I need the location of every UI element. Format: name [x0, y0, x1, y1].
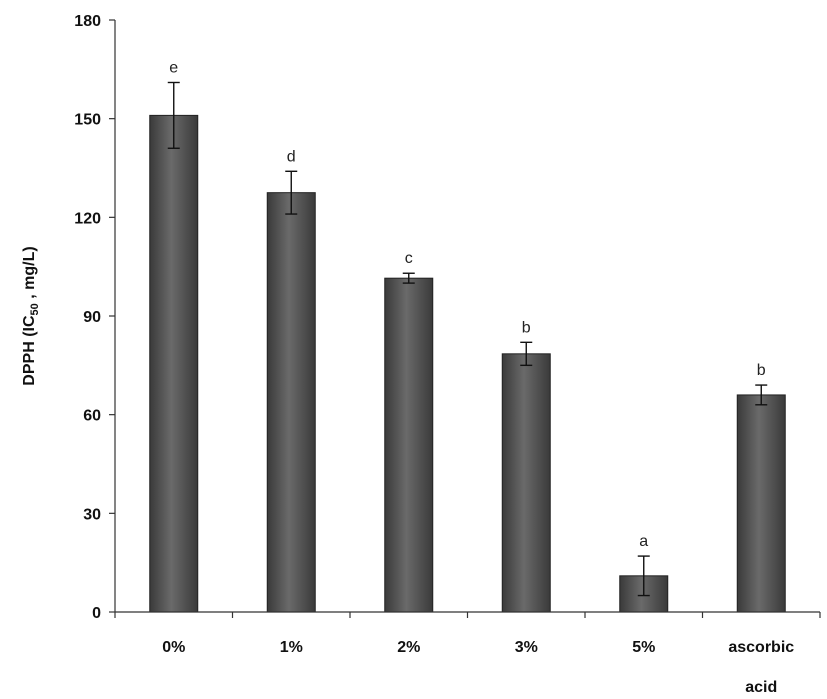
labels-layer: 0 30 60 90 120 150 180 e 0% d 1% c 2% b 3% a 5% b ascorbic… [74, 13, 794, 696]
significance-label: b [522, 319, 531, 336]
significance-label: c [405, 250, 413, 267]
y-tick-label: 180 [74, 13, 101, 30]
bar [736, 394, 786, 613]
significance-label: e [169, 59, 178, 76]
bar [149, 114, 199, 613]
y-tick-label: 0 [92, 605, 101, 622]
x-tick-label: 0% [162, 639, 185, 656]
x-tick-label: 1% [280, 639, 303, 656]
y-axis-label: DPPH (IC50 , mg/L) [21, 246, 41, 385]
y-tick-label: 30 [83, 506, 101, 523]
axes-layer [109, 19, 821, 618]
significance-label: a [639, 533, 648, 550]
x-tick-label: 3% [515, 639, 538, 656]
x-tick-label: ascorbic acid [728, 639, 794, 696]
y-tick-label: 150 [74, 112, 101, 129]
bars-layer [149, 81, 786, 613]
bar [266, 192, 316, 613]
significance-label: d [287, 148, 296, 165]
bar [384, 277, 434, 613]
y-tick-label: 120 [74, 210, 101, 227]
bar [501, 353, 551, 613]
significance-label: b [757, 362, 766, 379]
y-tick-label: 90 [83, 309, 101, 326]
y-tick-label: 60 [83, 408, 101, 425]
x-tick-label: 2% [397, 639, 420, 656]
x-tick-label: 5% [632, 639, 655, 656]
